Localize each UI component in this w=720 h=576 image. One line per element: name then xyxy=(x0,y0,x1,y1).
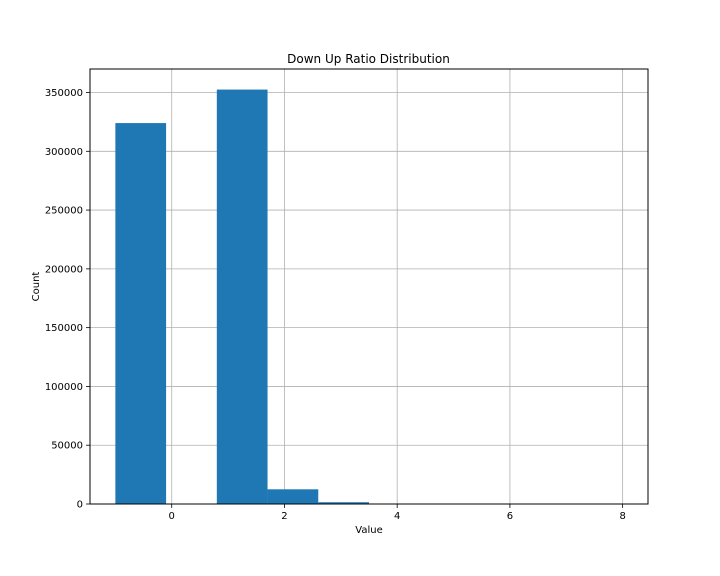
y-tick-label: 300000 xyxy=(45,147,83,158)
histogram-bar xyxy=(267,489,319,504)
y-axis-ticks: 0 50000 100000 150000 200000 250000 300000 3500… xyxy=(45,88,90,511)
y-tick-label: 100000 xyxy=(45,382,83,393)
y-tick-label: 200000 xyxy=(45,264,83,275)
y-tick-label: 0 xyxy=(77,500,83,511)
histogram-bars xyxy=(115,89,623,504)
histogram-bar xyxy=(318,502,369,504)
histogram-bar xyxy=(115,123,167,504)
x-axis-label: Value xyxy=(355,525,382,536)
x-tick-label: 0 xyxy=(169,511,175,522)
grid-lines xyxy=(90,69,648,505)
plot-frame xyxy=(89,68,649,505)
y-tick-label: 150000 xyxy=(45,323,83,334)
x-axis-ticks: 0 2 4 6 8 xyxy=(169,504,626,522)
y-tick-label: 50000 xyxy=(51,441,83,452)
x-tick-label: 2 xyxy=(281,511,287,522)
y-tick-label: 250000 xyxy=(45,206,83,217)
x-tick-label: 8 xyxy=(619,511,625,522)
chart-title: Down Up Ratio Distribution xyxy=(287,52,450,66)
y-tick-label: 350000 xyxy=(45,88,83,99)
histogram-bar xyxy=(216,89,268,504)
x-tick-label: 4 xyxy=(394,511,400,522)
x-tick-label: 6 xyxy=(507,511,513,522)
y-axis-label: Count xyxy=(31,272,42,302)
